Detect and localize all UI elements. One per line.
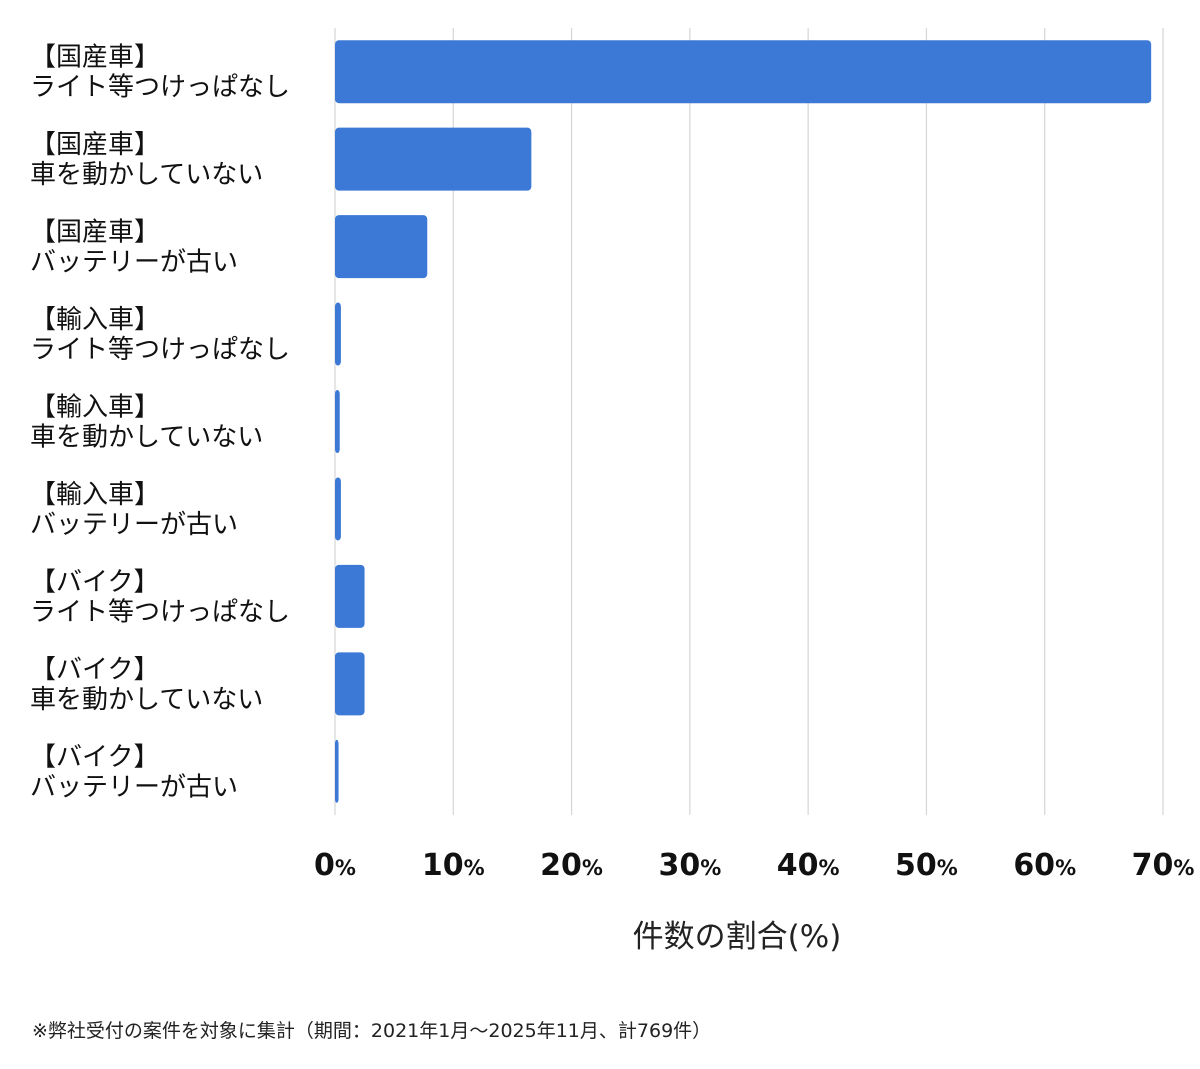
category-labels: 【国産車】ライト等つけっぱなし【国産車】車を動かしていない【国産車】バッテリーが… — [30, 43, 290, 803]
bar — [335, 390, 340, 453]
x-tick-label: 60% — [1013, 848, 1076, 883]
x-axis-label: 件数の割合(%) — [633, 919, 842, 955]
category-label: 【国産車】車を動かしていない — [30, 130, 263, 190]
x-tick-label: 70% — [1132, 848, 1195, 883]
x-tick-label: 20% — [540, 848, 603, 883]
bar — [335, 127, 532, 191]
category-label: 【輸入車】車を動かしていない — [30, 393, 263, 453]
footnote: ※弊社受付の案件を対象に集計（期間：2021年1月〜2025年11月、計769件… — [32, 1020, 712, 1042]
bars — [335, 40, 1152, 803]
bar — [335, 477, 341, 541]
x-tick-label: 30% — [658, 848, 721, 883]
x-tick-label: 50% — [895, 848, 958, 883]
x-tick-label: 10% — [422, 848, 485, 883]
category-label: 【バイク】バッテリーが古い — [30, 742, 238, 802]
category-label: 【輸入車】バッテリーが古い — [30, 480, 238, 540]
bar — [335, 40, 1152, 104]
category-label: 【国産車】バッテリーが古い — [30, 218, 238, 278]
category-label: 【バイク】ライト等つけっぱなし — [30, 567, 290, 627]
x-tick-label: 0% — [314, 848, 356, 883]
x-tick-labels: 0% 10% 20% 30% 40% 50% 60% 70% — [314, 848, 1194, 883]
bar — [335, 564, 365, 628]
category-label: 【輸入車】ライト等つけっぱなし — [30, 305, 290, 365]
bar — [335, 302, 341, 366]
category-label: 【国産車】ライト等つけっぱなし — [30, 43, 290, 103]
bar — [335, 739, 339, 803]
bar — [335, 215, 428, 279]
x-tick-label: 40% — [777, 848, 840, 883]
bar — [335, 652, 365, 716]
category-label: 【バイク】車を動かしていない — [30, 655, 263, 715]
